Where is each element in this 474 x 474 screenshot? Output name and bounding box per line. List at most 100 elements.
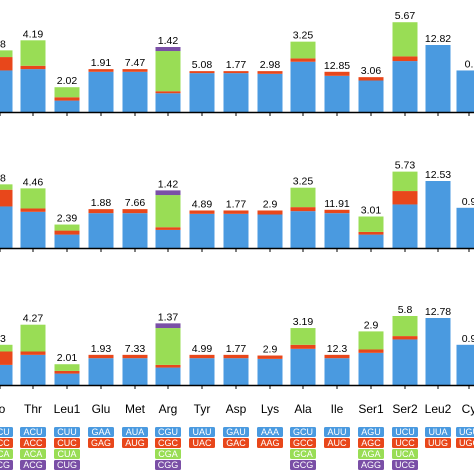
tick-label: Leu1	[54, 402, 81, 416]
codon-label: GAU	[226, 427, 246, 437]
bar-segment-blue	[155, 93, 181, 112]
bar-segment-red	[358, 231, 384, 235]
codon-label: GCG	[293, 460, 314, 470]
codon-label: GAC	[226, 438, 246, 448]
bar-segment-red	[257, 355, 283, 359]
bar-segment-blue	[88, 213, 114, 248]
codon-box	[54, 460, 80, 470]
bar-segment-red	[155, 364, 181, 368]
codon-box	[290, 427, 316, 437]
bar-segment-blue	[290, 211, 316, 248]
bar-segment-blue	[392, 339, 418, 385]
bar-segment-blue	[290, 61, 316, 112]
bar-segment-red	[223, 71, 249, 74]
data-label: 0.	[465, 58, 474, 70]
bar-segment-blue	[122, 213, 148, 248]
category-labels: ro Thr Leu1 Glu Met Arg Tyr Asp Lys Ala Ile Ser1 Ser…	[0, 402, 474, 416]
bar-segment-red	[20, 351, 46, 355]
panel-3: 33 4.27 2.01 1.93 7.33 1.37 4.99 1.77 2.9 3.19 12.…	[0, 304, 474, 389]
bar-segment-green	[0, 184, 13, 190]
codon-box	[0, 438, 13, 448]
codon-label: UCA	[395, 449, 414, 459]
data-label: 2.39	[57, 213, 78, 225]
tick-label: Ile	[331, 402, 344, 416]
bar-segment-blue	[20, 354, 46, 385]
tick-label: Asp	[226, 402, 247, 416]
data-label: 3.19	[293, 316, 314, 328]
codon-label: AUC	[327, 438, 347, 448]
codon-label: UAU	[192, 427, 211, 437]
data-label: 7.33	[125, 343, 146, 355]
bar-segment-green	[290, 328, 316, 345]
codon-label: GCU	[293, 427, 313, 437]
bar-segment-green	[155, 328, 181, 365]
codon-label: CUA	[57, 449, 76, 459]
bar-segment-green	[392, 22, 418, 57]
codon-label: GAG	[91, 438, 111, 448]
bar-segment-red	[88, 209, 114, 214]
codon-label: UGC	[459, 438, 474, 448]
bar-segment-blue	[290, 348, 316, 385]
data-label: 7.66	[125, 197, 146, 209]
codon-box	[155, 427, 181, 437]
bar-segment-green	[392, 171, 418, 192]
bar-segment-blue	[20, 211, 46, 248]
bar-segment-red	[223, 210, 249, 214]
panel-2: 28 4.46 2.39 1.88 7.66 1.42 4.89 1.77 2.9 3.25 11.…	[0, 160, 474, 252]
codon-box	[358, 427, 384, 437]
data-label: 4.27	[23, 313, 44, 325]
codon-label: CCC	[0, 438, 10, 448]
data-label: 5.8	[398, 304, 413, 316]
bar-segment-red	[54, 97, 80, 101]
bar-segment-red	[358, 77, 384, 81]
codon-label: GCC	[293, 438, 314, 448]
codon-box	[257, 438, 283, 448]
bar-segment-blue	[456, 344, 474, 385]
data-label: 4.46	[23, 176, 44, 188]
codon-box	[324, 427, 350, 437]
codon-box	[358, 438, 384, 448]
bar-segment-red	[54, 370, 80, 374]
codon-label: GCA	[293, 449, 313, 459]
tick-label: Tyr	[194, 402, 211, 416]
data-label: 12.3	[327, 343, 348, 355]
codon-box	[392, 438, 418, 448]
codon-label: CGC	[158, 438, 179, 448]
codon-table: CCUCCCCCACCGACUACCACAACGCUUCUCCUACUGGAAG…	[0, 427, 474, 470]
data-label: 5.08	[192, 59, 213, 71]
bar-segment-blue	[358, 80, 384, 112]
bar-segment-red	[257, 71, 283, 74]
tick-label: Ser2	[392, 402, 418, 416]
codon-label: CUC	[57, 438, 77, 448]
codon-box	[0, 460, 13, 470]
codon-box	[189, 427, 215, 437]
codon-box	[358, 460, 384, 470]
bar-segment-green	[155, 51, 181, 92]
data-label: 11.91	[324, 198, 350, 210]
codon-label: UCG	[395, 460, 415, 470]
bar-segment-green	[54, 224, 80, 231]
bar-segment-red	[0, 57, 13, 71]
codon-label: GAA	[91, 427, 110, 437]
data-label: 0.9	[462, 333, 474, 345]
bar-segment-blue	[456, 207, 474, 248]
data-label: 4.99	[192, 343, 213, 355]
data-label: 3.25	[293, 176, 314, 188]
bar-segment-blue	[257, 358, 283, 385]
tick-label: Ser1	[358, 402, 384, 416]
codon-label: CUU	[57, 427, 77, 437]
codon-label: UCU	[395, 427, 415, 437]
tick-label: ro	[0, 402, 6, 416]
bar-segment-red	[324, 71, 350, 76]
bar-segment-red	[88, 354, 114, 359]
codon-box	[54, 427, 80, 437]
codon-box	[223, 438, 249, 448]
codon-box	[290, 438, 316, 448]
data-label: 28	[0, 38, 6, 50]
bar-segment-red	[290, 207, 316, 212]
bar-segment-blue	[358, 352, 384, 385]
codon-box	[425, 438, 451, 448]
tick-label: Glu	[92, 402, 111, 416]
bar-segment-blue	[223, 358, 249, 385]
codon-label: AGA	[361, 449, 380, 459]
